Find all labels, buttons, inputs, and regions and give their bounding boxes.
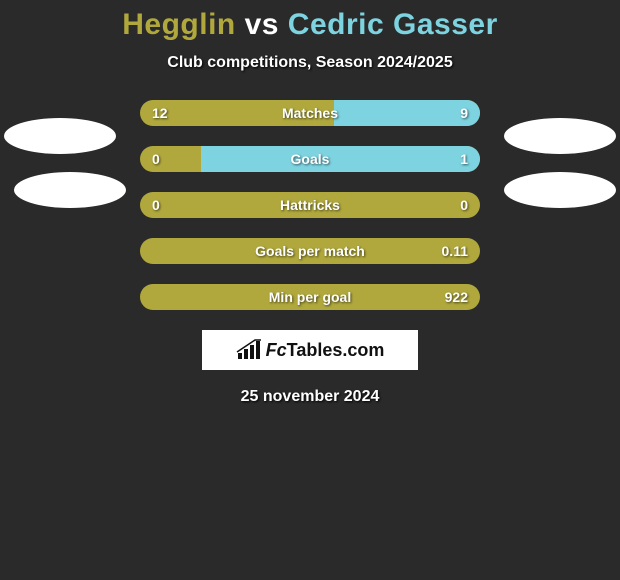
stat-row-matches: 12 Matches 9	[140, 100, 480, 126]
bar-chart-icon	[236, 339, 262, 361]
stat-row-min-per-goal: Min per goal 922	[140, 284, 480, 310]
player1-avatar-shadow	[14, 172, 126, 208]
stat-row-hattricks: 0 Hattricks 0	[140, 192, 480, 218]
stat-value-player1: 12	[152, 100, 168, 126]
player2-name: Cedric Gasser	[288, 8, 498, 41]
stat-value-player2: 1	[460, 146, 468, 172]
player1-name: Hegglin	[122, 8, 236, 41]
page-title: Hegglin vs Cedric Gasser	[0, 8, 620, 42]
stat-value-player2: 0.11	[442, 238, 468, 264]
date-label: 25 november 2024	[0, 388, 620, 406]
player1-avatar	[4, 118, 116, 154]
stat-value-player1: 0	[152, 146, 160, 172]
title-vs: vs	[245, 8, 279, 41]
stat-label: Hattricks	[280, 192, 340, 218]
source-logo-text: FcTables.com	[266, 340, 385, 361]
source-logo[interactable]: FcTables.com	[202, 330, 418, 370]
stat-fill-player2	[201, 146, 480, 172]
stat-label: Goals	[291, 146, 330, 172]
stat-fill-player2	[334, 100, 480, 126]
stat-value-player2: 9	[460, 100, 468, 126]
stat-row-goals: 0 Goals 1	[140, 146, 480, 172]
stat-value-player2: 922	[445, 284, 468, 310]
stat-row-goals-per-match: Goals per match 0.11	[140, 238, 480, 264]
stat-label: Goals per match	[255, 238, 365, 264]
stat-value-player1: 0	[152, 192, 160, 218]
comparison-widget: Hegglin vs Cedric Gasser Club competitio…	[0, 0, 620, 406]
subtitle: Club competitions, Season 2024/2025	[0, 54, 620, 72]
stat-label: Matches	[282, 100, 338, 126]
player2-avatar	[504, 118, 616, 154]
stat-label: Min per goal	[269, 284, 351, 310]
stats-list: 12 Matches 9 0 Goals 1 0 Hattricks 0 Goals per ma…	[140, 100, 480, 310]
player2-avatar-shadow	[504, 172, 616, 208]
stat-value-player2: 0	[460, 192, 468, 218]
